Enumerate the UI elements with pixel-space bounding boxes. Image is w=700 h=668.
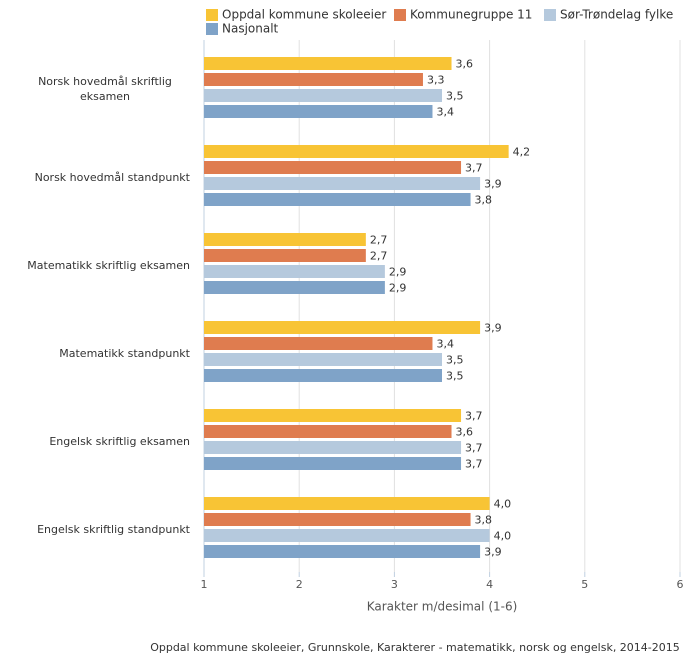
data-label: 3,8	[475, 514, 493, 527]
x-tick-label: 1	[201, 578, 208, 591]
x-tick-label: 4	[486, 578, 493, 591]
legend-swatch	[544, 9, 556, 21]
bar	[204, 89, 442, 102]
data-label: 3,9	[484, 322, 502, 335]
bar	[204, 161, 462, 174]
bar	[204, 369, 442, 382]
legend-swatch	[394, 9, 406, 21]
data-label: 4,0	[494, 530, 512, 543]
data-label: 2,9	[389, 282, 407, 295]
bar	[204, 249, 366, 262]
legend-label: Oppdal kommune skoleeier	[222, 8, 386, 22]
y-tick-label: Norsk hovedmål skriftlig eksamen	[38, 75, 172, 103]
y-tick-label: Norsk hovedmål standpunkt	[34, 170, 190, 184]
legend-swatch	[206, 9, 218, 21]
bar	[204, 57, 452, 70]
data-label: 3,5	[446, 370, 464, 383]
bar	[204, 425, 452, 438]
y-tick-label-box: Matematikk skriftlig eksamen	[0, 245, 190, 285]
data-label: 3,5	[446, 354, 464, 367]
data-label: 3,6	[456, 426, 474, 439]
y-tick-label-box: Matematikk standpunkt	[0, 333, 190, 373]
y-tick-label-box: Engelsk skriftlig eksamen	[0, 421, 190, 461]
bar	[204, 105, 433, 118]
y-tick-label: Engelsk skriftlig eksamen	[49, 434, 190, 448]
data-label: 3,4	[436, 106, 454, 119]
legend-label: Kommunegruppe 11	[410, 8, 532, 22]
data-label: 3,7	[465, 442, 483, 455]
x-axis-title: Karakter m/desimal (1-6)	[367, 600, 518, 614]
bar	[204, 281, 385, 294]
data-label: 3,4	[436, 338, 454, 351]
data-label: 2,9	[389, 266, 407, 279]
y-tick-label-box: Norsk hovedmål standpunkt	[0, 157, 190, 197]
legend-label: Sør-Trøndelag fylke	[560, 8, 673, 22]
y-tick-label-box: Engelsk skriftlig standpunkt	[0, 509, 190, 549]
data-label: 3,3	[427, 74, 445, 87]
data-label: 2,7	[370, 250, 388, 263]
legend-swatch	[206, 23, 218, 35]
data-label: 2,7	[370, 234, 388, 247]
bar	[204, 321, 481, 334]
bar	[204, 409, 462, 422]
x-tick-label: 6	[677, 578, 684, 591]
data-label: 3,7	[465, 162, 483, 175]
data-label: 3,8	[475, 194, 493, 207]
bar	[204, 337, 433, 350]
bar	[204, 545, 481, 558]
bar	[204, 353, 442, 366]
bar	[204, 265, 385, 278]
bar	[204, 73, 423, 86]
y-tick-label: Engelsk skriftlig standpunkt	[37, 522, 190, 536]
data-label: 3,7	[465, 458, 483, 471]
bar	[204, 457, 462, 470]
data-label: 3,6	[456, 58, 474, 71]
bar	[204, 513, 471, 526]
x-tick-label: 3	[391, 578, 398, 591]
x-tick-label: 2	[296, 578, 303, 591]
data-label: 3,5	[446, 90, 464, 103]
data-label: 3,9	[484, 546, 502, 559]
data-label: 3,9	[484, 178, 502, 191]
bar	[204, 145, 509, 158]
data-label: 4,0	[494, 498, 512, 511]
legend-label: Nasjonalt	[222, 22, 279, 36]
data-label: 3,7	[465, 410, 483, 423]
bar	[204, 233, 366, 246]
bar	[204, 441, 462, 454]
data-label: 4,2	[513, 146, 531, 159]
x-tick-label: 5	[581, 578, 588, 591]
bar	[204, 177, 481, 190]
y-tick-label-box: Norsk hovedmål skriftlig eksamen	[0, 69, 190, 109]
bar	[204, 497, 490, 510]
bar	[204, 193, 471, 206]
y-tick-label: Matematikk skriftlig eksamen	[27, 258, 190, 272]
y-tick-label: Matematikk standpunkt	[59, 346, 190, 360]
caption: Oppdal kommune skoleeier, Grunnskole, Ka…	[150, 641, 680, 654]
bar	[204, 529, 490, 542]
